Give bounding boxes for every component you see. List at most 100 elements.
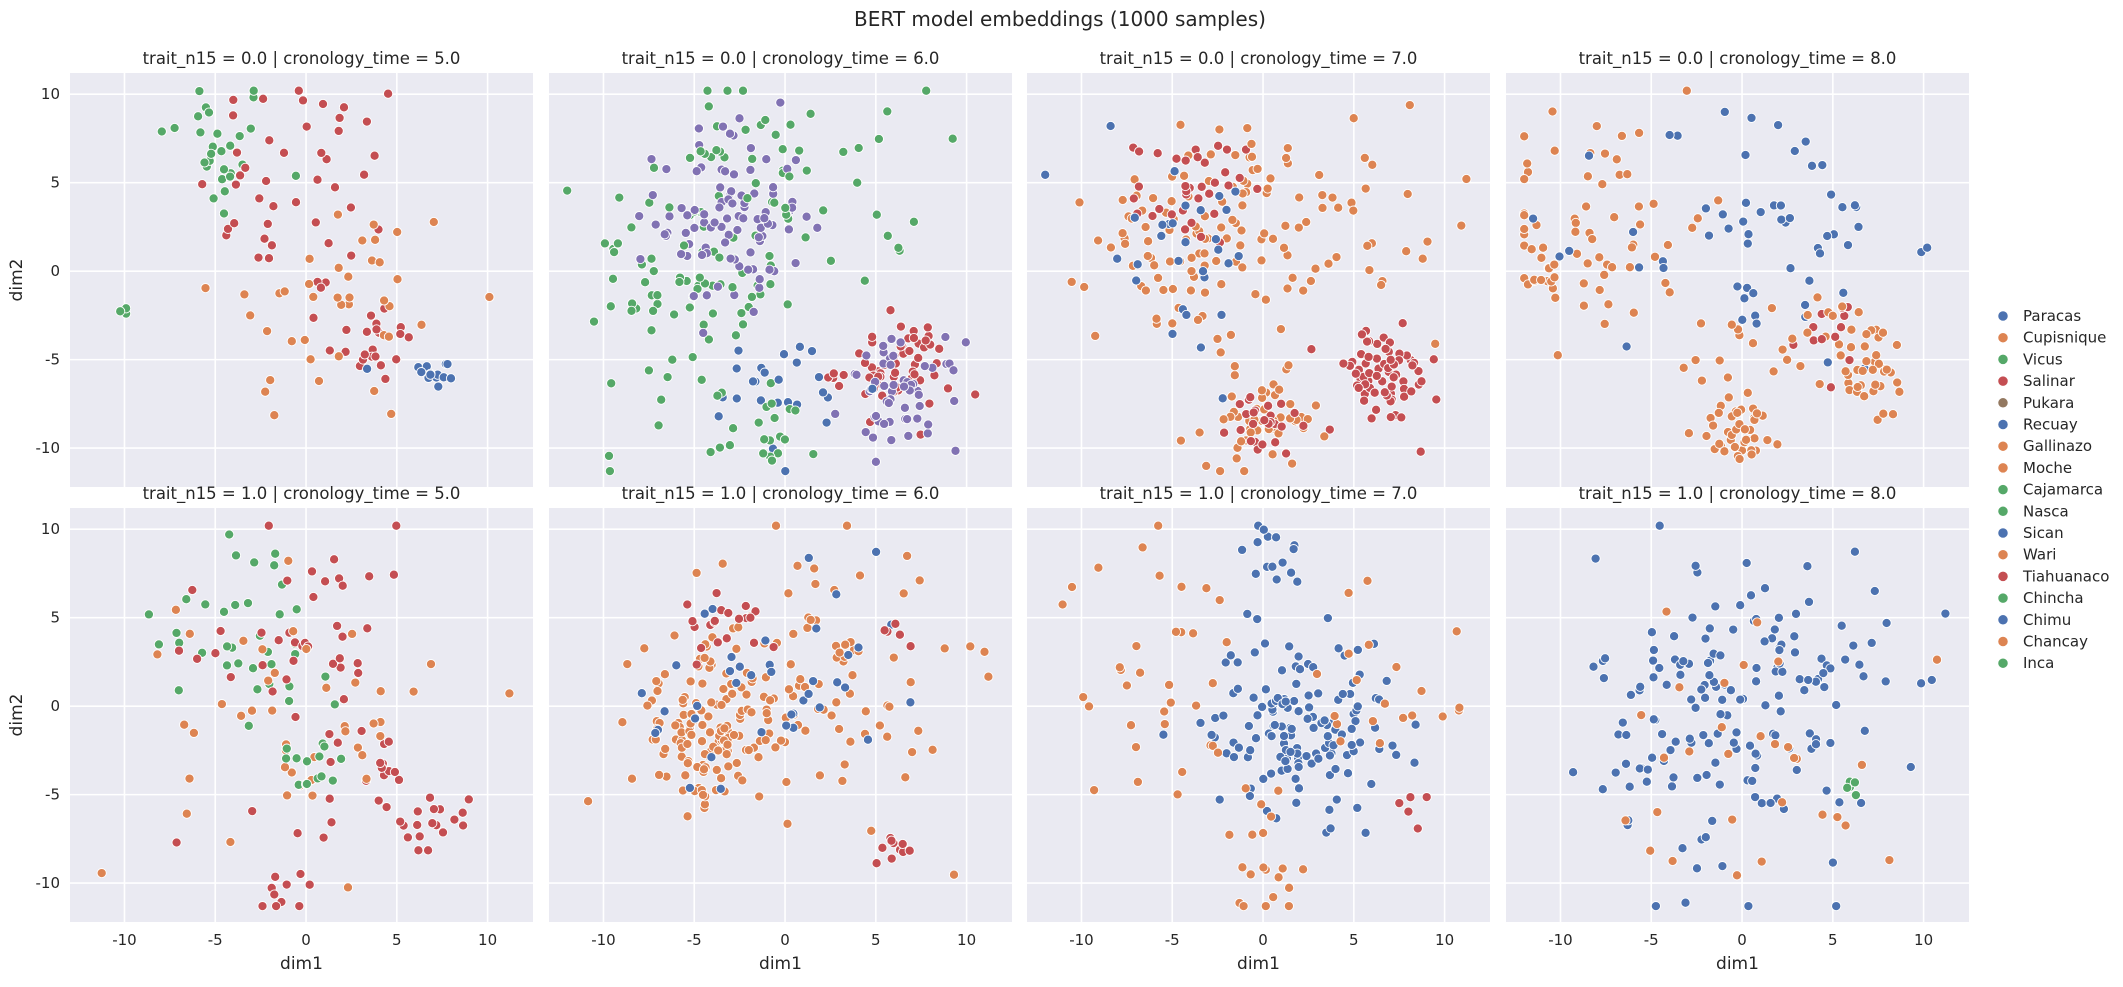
- scatter-point: [1772, 439, 1783, 450]
- scatter-point: [233, 658, 244, 669]
- scatter-point: [1293, 651, 1304, 662]
- scatter-point: [852, 177, 863, 188]
- scatter-point: [301, 756, 313, 767]
- scatter-point: [1746, 449, 1757, 460]
- scatter-point: [1725, 685, 1736, 696]
- scatter-point: [1387, 740, 1398, 751]
- scatter-point: [374, 257, 385, 268]
- facet-title: trait_n15 = 0.0 | cronology_time = 7.0: [1100, 49, 1418, 69]
- scatter-point: [684, 782, 695, 793]
- scatter-point: [1201, 460, 1212, 471]
- scatter-point: [1167, 218, 1178, 229]
- scatter-point: [1776, 214, 1787, 225]
- scatter-point: [308, 591, 319, 603]
- scatter-point: [1790, 608, 1802, 619]
- scatter-point: [1112, 253, 1123, 264]
- scatter-point: [1290, 773, 1301, 784]
- scatter-point: [1218, 414, 1229, 425]
- scatter-point: [1278, 730, 1290, 742]
- scatter-point: [1313, 753, 1324, 764]
- scatter-point: [1645, 845, 1656, 856]
- scatter-point: [1117, 228, 1128, 239]
- y-tick-label: -10: [36, 874, 61, 892]
- facet-background: [70, 508, 533, 922]
- scatter-point: [1140, 285, 1151, 296]
- scatter-point: [1244, 790, 1255, 802]
- scatter-point: [603, 450, 615, 461]
- scatter-point: [1538, 242, 1549, 253]
- scatter-point: [1298, 420, 1309, 431]
- scatter-point: [1359, 395, 1370, 406]
- scatter-point: [803, 552, 814, 563]
- scatter-point: [193, 111, 204, 122]
- scatter-point: [781, 720, 792, 731]
- scatter-point: [200, 599, 211, 610]
- scatter-point: [1066, 276, 1077, 287]
- scatter-point: [320, 576, 331, 587]
- scatter-point: [1626, 242, 1637, 253]
- scatter-point: [1634, 127, 1645, 138]
- x-tick-label: -10: [1069, 931, 1094, 949]
- scatter-point: [648, 162, 660, 173]
- scatter-point: [1280, 220, 1291, 231]
- scatter-point: [179, 719, 190, 730]
- scatter-point: [948, 869, 960, 880]
- scatter-point: [1591, 121, 1602, 132]
- scatter-point: [759, 367, 770, 378]
- x-tick-label: 10: [478, 931, 497, 949]
- scatter-point: [1892, 377, 1903, 388]
- scatter-point: [288, 655, 299, 666]
- scatter-point: [811, 623, 822, 634]
- scatter-point: [1186, 252, 1197, 263]
- scatter-point: [691, 166, 702, 177]
- scatter-point: [927, 744, 938, 755]
- scatter-point: [1343, 587, 1354, 598]
- scatter-point: [1233, 742, 1244, 753]
- scatter-point: [1428, 354, 1439, 365]
- x-axis-label: dim1: [759, 954, 802, 974]
- scatter-point: [1597, 784, 1608, 795]
- scatter-point: [1074, 197, 1085, 208]
- scatter-point: [1240, 783, 1251, 794]
- scatter-point: [717, 558, 728, 569]
- scatter-point: [290, 197, 302, 208]
- scatter-point: [1236, 225, 1247, 236]
- scatter-point: [1283, 901, 1294, 912]
- scatter-point: [1674, 682, 1685, 693]
- scatter-point: [790, 405, 801, 416]
- scatter-point: [1248, 692, 1259, 703]
- scatter-point: [1154, 203, 1165, 215]
- scatter-point: [428, 804, 439, 815]
- scatter-point: [1752, 617, 1763, 628]
- scatter-point: [1196, 181, 1207, 192]
- scatter-point: [1745, 590, 1757, 601]
- scatter-point: [755, 395, 766, 406]
- scatter-point: [171, 627, 182, 638]
- scatter-point: [1171, 153, 1182, 164]
- scatter-point: [1180, 237, 1191, 248]
- scatter-point: [909, 369, 920, 380]
- scatter-point: [1715, 650, 1726, 661]
- scatter-point: [1846, 324, 1857, 335]
- scatter-point: [635, 254, 646, 265]
- scatter-point: [885, 359, 896, 370]
- scatter-point: [1854, 659, 1865, 670]
- scatter-point: [218, 606, 230, 617]
- scatter-point: [919, 361, 930, 372]
- scatter-point: [1131, 275, 1142, 286]
- scatter-point: [1597, 179, 1608, 190]
- scatter-point: [1804, 728, 1815, 739]
- scatter-point: [766, 455, 778, 466]
- scatter-point: [1166, 209, 1177, 220]
- scatter-point: [269, 889, 280, 900]
- scatter-point: [983, 671, 994, 682]
- scatter-point: [333, 262, 344, 273]
- scatter-point: [667, 354, 678, 365]
- legend-label: Sican: [2023, 524, 2064, 542]
- scatter-point: [1212, 747, 1224, 758]
- scatter-point: [1248, 418, 1259, 429]
- scatter-point: [1181, 309, 1192, 320]
- scatter-point: [743, 264, 754, 275]
- scatter-point: [761, 708, 772, 719]
- scatter-point: [1599, 148, 1611, 159]
